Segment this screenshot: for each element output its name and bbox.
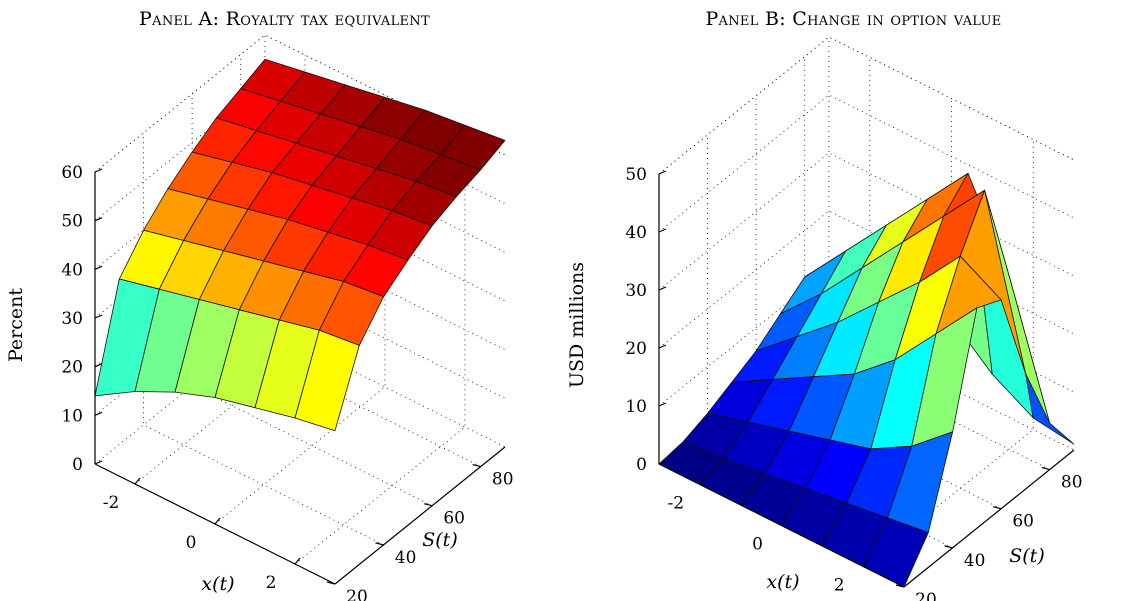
y-tick-label: 40 [964, 551, 986, 571]
z-axis-label: Percent [5, 288, 27, 362]
z-tick [658, 344, 667, 349]
y-tick [944, 545, 953, 549]
z-tick [94, 314, 103, 319]
z-tick [94, 168, 103, 173]
z-tick [94, 411, 103, 416]
gridline [658, 36, 1075, 175]
x-tick-label: 0 [752, 535, 763, 555]
y-tick [423, 503, 433, 507]
x-tick [781, 519, 787, 526]
y-tick-label: 20 [915, 590, 937, 601]
y-tick [375, 542, 384, 546]
z-tick-label: 30 [61, 309, 83, 329]
x-tick [699, 478, 706, 485]
z-tick-label: 10 [625, 397, 647, 417]
y-tick-label: 80 [492, 470, 514, 490]
x-tick-label: 0 [186, 533, 197, 553]
z-tick [94, 363, 103, 368]
x-tick-label: 2 [266, 573, 277, 593]
panel-b: Panel B: Change in option value 0 10 20 30 4… [569, 0, 1138, 601]
panel-a-surface-plot: 0 10 20 30 40 50 60 -2 0 2 20 40 60 80 Percent x(t) S(t) [5, 34, 514, 601]
x-tick [294, 557, 301, 565]
surface-patch [294, 329, 360, 432]
y-tick-label: 80 [1061, 473, 1083, 493]
x-tick-label: 2 [834, 576, 845, 596]
z-tick [658, 170, 667, 175]
z-tick-label: 50 [625, 165, 647, 185]
x-tick [134, 477, 141, 485]
gridline [658, 36, 1075, 175]
y-tick [1041, 466, 1050, 471]
panel-b-title: Panel B: Change in option value [705, 8, 1002, 30]
z-tick-label: 30 [625, 281, 647, 301]
y-axis-line [903, 449, 1075, 588]
panel-b-surface-plot: 0 10 20 30 40 50 -2 0 2 20 40 60 80 USD millions x(t) S… [569, 36, 1083, 601]
z-tick [94, 460, 103, 465]
z-tick [658, 286, 667, 291]
y-tick [472, 463, 481, 468]
y-tick-label: 60 [443, 509, 465, 529]
x-axis-label: x(t) [201, 573, 234, 595]
x-tick-label: -2 [668, 494, 685, 514]
z-tick [94, 265, 103, 270]
z-tick-label: 60 [61, 163, 83, 183]
y-tick [992, 506, 1002, 510]
x-tick [862, 560, 869, 567]
z-tick-label: 0 [72, 455, 83, 475]
z-tick-label: 40 [625, 223, 647, 243]
z-tick-label: 20 [61, 358, 83, 378]
y-axis-label: S(t) [422, 529, 457, 551]
z-tick [658, 402, 667, 407]
y-tick-label: 40 [395, 548, 417, 568]
z-tick [658, 460, 667, 465]
z-tick-label: 40 [61, 260, 83, 280]
z-tick-label: 0 [636, 455, 647, 475]
z-tick-label: 10 [61, 406, 83, 426]
y-tick-label: 20 [346, 587, 368, 601]
z-tick-label: 50 [61, 212, 83, 232]
z-tick-label: 20 [625, 339, 647, 359]
x-tick [214, 517, 221, 525]
panel-a: Panel A: Royalty tax equivalent 0 10 20 30 4… [5, 8, 514, 601]
y-tick-label: 60 [1012, 512, 1034, 532]
x-tick-label: -2 [103, 493, 120, 513]
z-tick [658, 228, 667, 233]
panel-a-title: Panel A: Royalty tax equivalent [139, 8, 430, 30]
z-tick [94, 217, 103, 222]
y-tick [326, 581, 336, 585]
y-axis-label: S(t) [1009, 545, 1044, 567]
z-axis-label: USD millions [569, 262, 588, 388]
y-axis-line [334, 446, 506, 585]
x-axis-label: x(t) [766, 571, 799, 593]
y-tick [895, 584, 905, 588]
gridline [658, 94, 1075, 233]
